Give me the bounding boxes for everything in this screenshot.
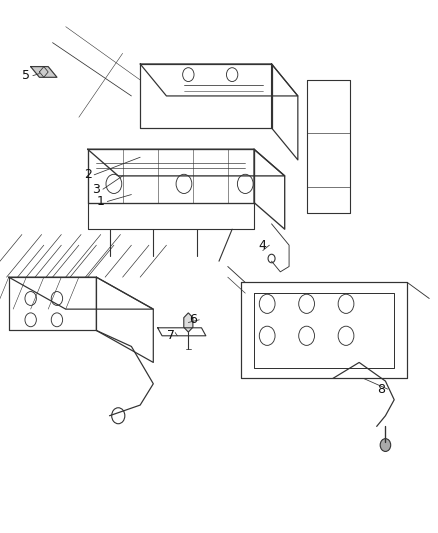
Text: 6: 6: [189, 313, 197, 326]
Text: 4: 4: [259, 239, 267, 252]
Text: 2: 2: [84, 168, 92, 181]
Text: 3: 3: [92, 183, 100, 196]
Polygon shape: [31, 67, 57, 77]
Polygon shape: [184, 313, 193, 332]
Text: 7: 7: [167, 329, 175, 342]
Text: 1: 1: [97, 195, 105, 208]
Circle shape: [380, 439, 391, 451]
Text: 8: 8: [377, 383, 385, 395]
Text: 5: 5: [22, 69, 30, 82]
